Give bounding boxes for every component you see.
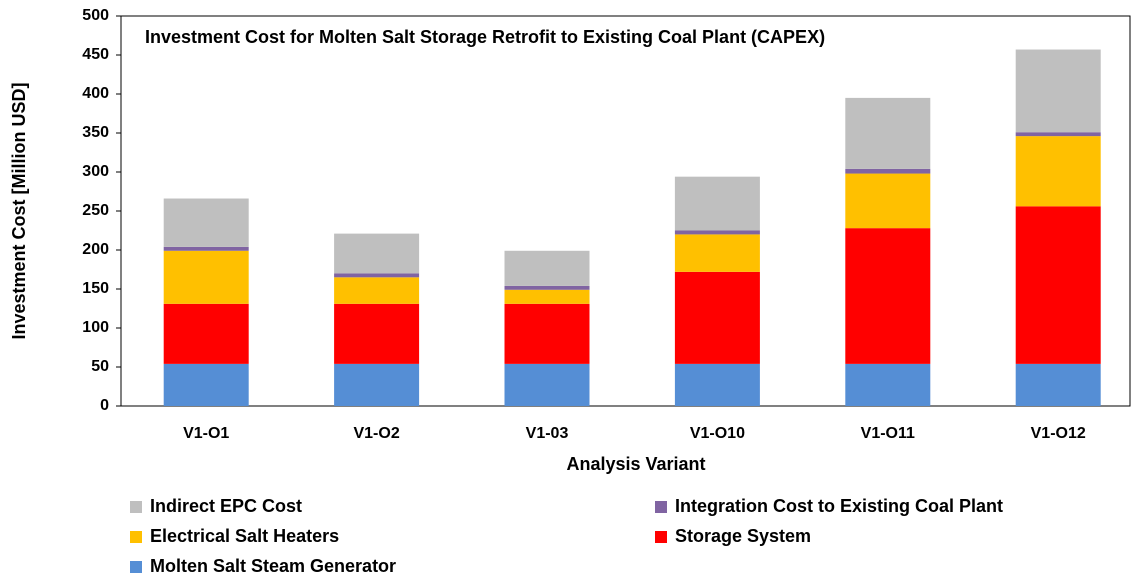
y-tick-label: 350 [82, 124, 109, 141]
x-tick-label: V1-O2 [353, 425, 399, 442]
bar-segment [163, 246, 249, 251]
bar-segment [334, 273, 420, 278]
bar-segment [334, 363, 420, 406]
bar-segment [504, 250, 590, 286]
bar-segment [1015, 206, 1101, 364]
bar-segment [845, 97, 931, 169]
bar-segment [163, 250, 249, 304]
bar-segment [334, 233, 420, 274]
bar-segment [674, 234, 760, 272]
legend-swatch [130, 501, 142, 513]
bar-segment [845, 173, 931, 229]
y-tick-label: 500 [82, 7, 109, 24]
y-tick-label: 450 [82, 46, 109, 63]
x-tick-label: V1-03 [526, 425, 569, 442]
y-tick-label: 100 [82, 319, 109, 336]
y-tick-label: 150 [82, 280, 109, 297]
legend-swatch [655, 501, 667, 513]
legend-label: Storage System [675, 526, 811, 546]
y-tick-label: 50 [91, 358, 109, 375]
bar-segment [674, 271, 760, 364]
y-axis-title: Investment Cost [Million USD] [9, 82, 29, 339]
bar-segment [1015, 132, 1101, 137]
bar-segment [163, 363, 249, 406]
bar-segment [334, 277, 420, 304]
y-tick-label: 0 [100, 397, 109, 414]
bar-segment [674, 176, 760, 231]
legend-label: Molten Salt Steam Generator [150, 556, 396, 576]
y-tick-label: 300 [82, 163, 109, 180]
legend-label: Indirect EPC Cost [150, 496, 302, 516]
bar-segment [1015, 363, 1101, 406]
bar-segment [845, 228, 931, 364]
legend-label: Integration Cost to Existing Coal Plant [675, 496, 1003, 516]
chart-title: Investment Cost for Molten Salt Storage … [145, 27, 825, 47]
bar-segment [674, 363, 760, 406]
x-axis-title: Analysis Variant [566, 454, 705, 474]
plot-frame [120, 15, 1131, 407]
bar-segment [674, 230, 760, 235]
x-tick-label: V1-O1 [183, 425, 229, 442]
legend-label: Electrical Salt Heaters [150, 526, 339, 546]
bar-segment [504, 303, 590, 364]
bar-segment [845, 168, 931, 174]
bar-segment [163, 303, 249, 364]
legend: Molten Salt Steam Generator Storage Syste… [130, 496, 1003, 576]
bar-segment [845, 363, 931, 406]
y-tick-label: 400 [82, 85, 109, 102]
y-tick-label: 250 [82, 202, 109, 219]
bar-segment [504, 289, 590, 304]
legend-swatch [655, 531, 667, 543]
bar-segment [504, 363, 590, 406]
y-tick-label: 200 [82, 241, 109, 258]
bar-segment [504, 285, 590, 290]
bar-segment [163, 198, 249, 247]
x-tick-label: V1-O11 [861, 425, 915, 442]
bar-segment [1015, 49, 1101, 133]
legend-swatch [130, 561, 142, 573]
bar-segment [334, 303, 420, 364]
legend-swatch [130, 531, 142, 543]
x-tick-label: V1-O10 [690, 425, 745, 442]
x-tick-label: V1-O12 [1031, 425, 1086, 442]
bar-segment [1015, 136, 1101, 207]
